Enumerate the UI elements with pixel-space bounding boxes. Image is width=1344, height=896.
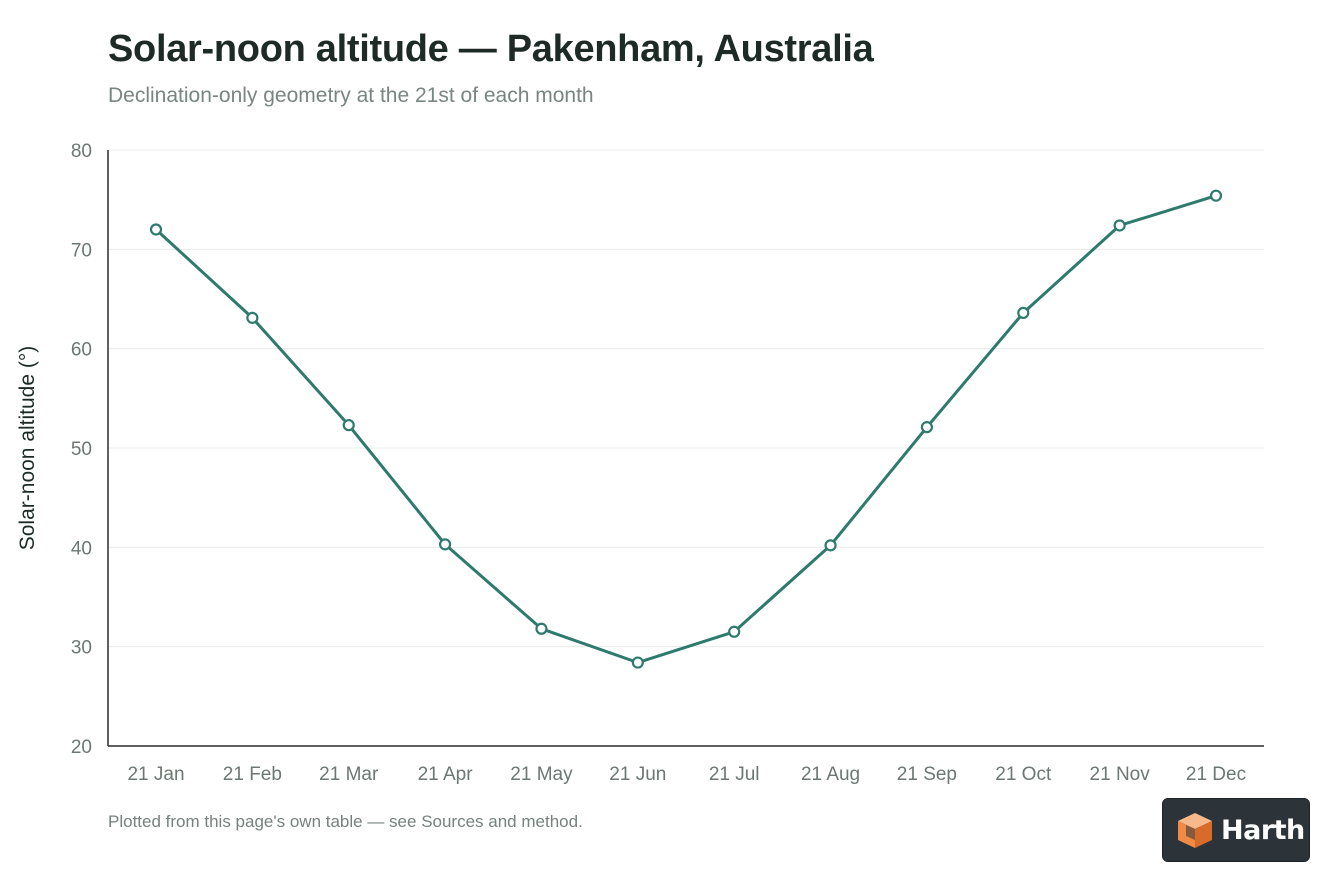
brand-badge[interactable]: Harth (1162, 798, 1310, 862)
x-tick-label: 21 Oct (995, 764, 1052, 785)
y-tick-label: 70 (71, 240, 92, 261)
x-tick-label: 21 Aug (801, 764, 860, 785)
x-tick-label: 21 Apr (418, 764, 474, 785)
y-tick-label: 40 (71, 538, 92, 559)
data-point[interactable] (1209, 189, 1223, 202)
y-tick-label: 20 (71, 737, 92, 758)
chart-subtitle: Declination-only geometry at the 21st of… (108, 84, 594, 107)
x-tick-label: 21 Nov (1090, 764, 1151, 785)
chart-title: Solar-noon altitude — Pakenham, Australi… (108, 28, 874, 70)
series-line (154, 194, 1218, 665)
y-tick-labels: 20 30 40 50 60 70 80 (71, 141, 92, 758)
data-point[interactable] (438, 538, 452, 551)
data-point[interactable] (246, 311, 259, 324)
x-tick-label: 21 Jan (127, 764, 184, 785)
y-axis-title: Solar-noon altitude (°) (16, 346, 39, 551)
footnote: Plotted from this page's own table — see… (108, 812, 583, 831)
x-tick-label: 21 Jul (709, 764, 760, 785)
gridlines (108, 149, 1264, 648)
y-tick-label: 80 (71, 141, 92, 162)
y-tick-label: 50 (71, 439, 92, 460)
data-point[interactable] (1017, 306, 1030, 320)
y-tick-label: 60 (71, 340, 92, 361)
x-tick-labels: 21 Jan 21 Feb 21 Mar 21 Apr 21 May 21 Jun 21 J… (127, 764, 1246, 785)
data-point[interactable] (342, 419, 355, 432)
data-point[interactable] (535, 622, 548, 635)
cube-logo-icon (1178, 813, 1212, 848)
x-tick-label: 21 Jun (609, 764, 666, 785)
brand-name: Harth (1221, 814, 1305, 846)
data-point[interactable] (149, 223, 163, 236)
x-tick-label: 21 Mar (319, 764, 379, 785)
axes (107, 150, 1264, 747)
data-point[interactable] (631, 656, 644, 669)
data-point[interactable] (824, 539, 837, 552)
series-line-0 (154, 194, 1218, 665)
x-tick-label: 21 Sep (897, 764, 957, 785)
y-tick-label: 30 (71, 638, 92, 659)
x-tick-label: 21 Feb (223, 764, 282, 785)
data-point[interactable] (728, 625, 741, 638)
series-markers (149, 189, 1223, 669)
data-point[interactable] (1113, 219, 1126, 232)
x-tick-label: 21 May (510, 764, 573, 785)
data-point[interactable] (920, 421, 934, 434)
x-tick-label: 21 Dec (1186, 764, 1246, 785)
